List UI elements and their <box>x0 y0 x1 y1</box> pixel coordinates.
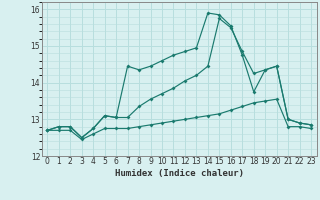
X-axis label: Humidex (Indice chaleur): Humidex (Indice chaleur) <box>115 169 244 178</box>
